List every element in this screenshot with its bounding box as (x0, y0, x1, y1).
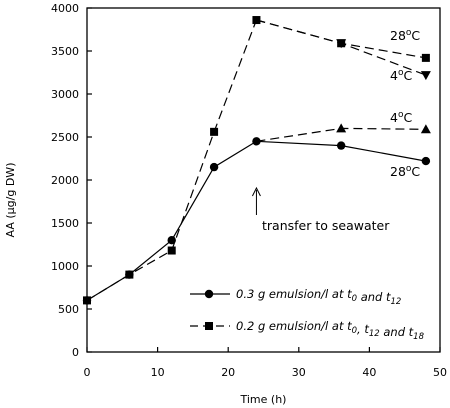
x-tick-label: 0 (84, 366, 91, 379)
x-tick-label: 40 (362, 366, 376, 379)
data-point-circle (336, 141, 346, 150)
data-point-triangle-up (336, 123, 347, 133)
data-point-circle (209, 162, 219, 172)
x-tick-label: 30 (292, 366, 306, 379)
label-28c-lower: 28oC (390, 164, 420, 179)
data-point-circle (167, 236, 176, 245)
x-axis-title: Time (h) (240, 393, 287, 406)
data-point-square (210, 127, 219, 136)
chart-annotations: 28oC 4oC 4oC 28oC transfer to seawater (251, 28, 420, 233)
chart-axes: 0 10 20 30 40 5005001000150020002500300035004… (4, 2, 447, 406)
series-02g-line (86, 19, 257, 301)
data-point-square (83, 296, 91, 305)
legend-label-02g: 0.2 g emulsion/l at t0, t12 and t18 (236, 319, 425, 342)
data-point-square (125, 270, 134, 279)
y-tick-label: 4000 (51, 2, 79, 15)
y-tick-label: 3500 (51, 45, 79, 58)
data-point-triangle-up (420, 124, 431, 134)
chart-series-markers (82, 16, 431, 305)
legend-marker-02g (205, 322, 213, 330)
y-tick-label: 2000 (51, 174, 79, 187)
annotation-arrow-head (251, 186, 261, 197)
label-4c-upper: 4oC (390, 68, 412, 83)
y-tick-label: 0 (72, 346, 79, 359)
label-4c-lower: 4oC (390, 110, 412, 125)
y-tick-label: 1500 (51, 217, 79, 230)
annotation-transfer-text: transfer to seawater (262, 218, 390, 233)
data-point-circle (421, 156, 431, 166)
chart-legend: 0.3 g emulsion/l at t0 and t12 0.2 g emul… (190, 287, 425, 342)
data-point-square (421, 53, 430, 62)
x-tick-label: 50 (433, 366, 447, 379)
y-tick-label: 1000 (51, 260, 79, 273)
legend-marker-03g (204, 289, 214, 299)
data-point-circle (252, 137, 261, 146)
y-tick-label: 500 (58, 303, 79, 316)
data-point-triangle-down (336, 39, 347, 49)
chart-series-lines (86, 19, 427, 301)
x-tick-label: 20 (221, 366, 235, 379)
legend-label-03g: 0.3 g emulsion/l at t0 and t12 (236, 287, 401, 307)
series-03g-line (86, 140, 257, 301)
data-point-square (252, 16, 261, 25)
label-28c-upper: 28oC (390, 28, 420, 43)
y-axis-title: AA (µg/g DW) (4, 163, 17, 238)
y-tick-label: 3000 (51, 88, 79, 101)
y-tick-label: 2500 (51, 131, 79, 144)
x-tick-label: 10 (151, 366, 165, 379)
data-point-square (167, 246, 176, 255)
data-point-triangle-down (420, 71, 431, 81)
